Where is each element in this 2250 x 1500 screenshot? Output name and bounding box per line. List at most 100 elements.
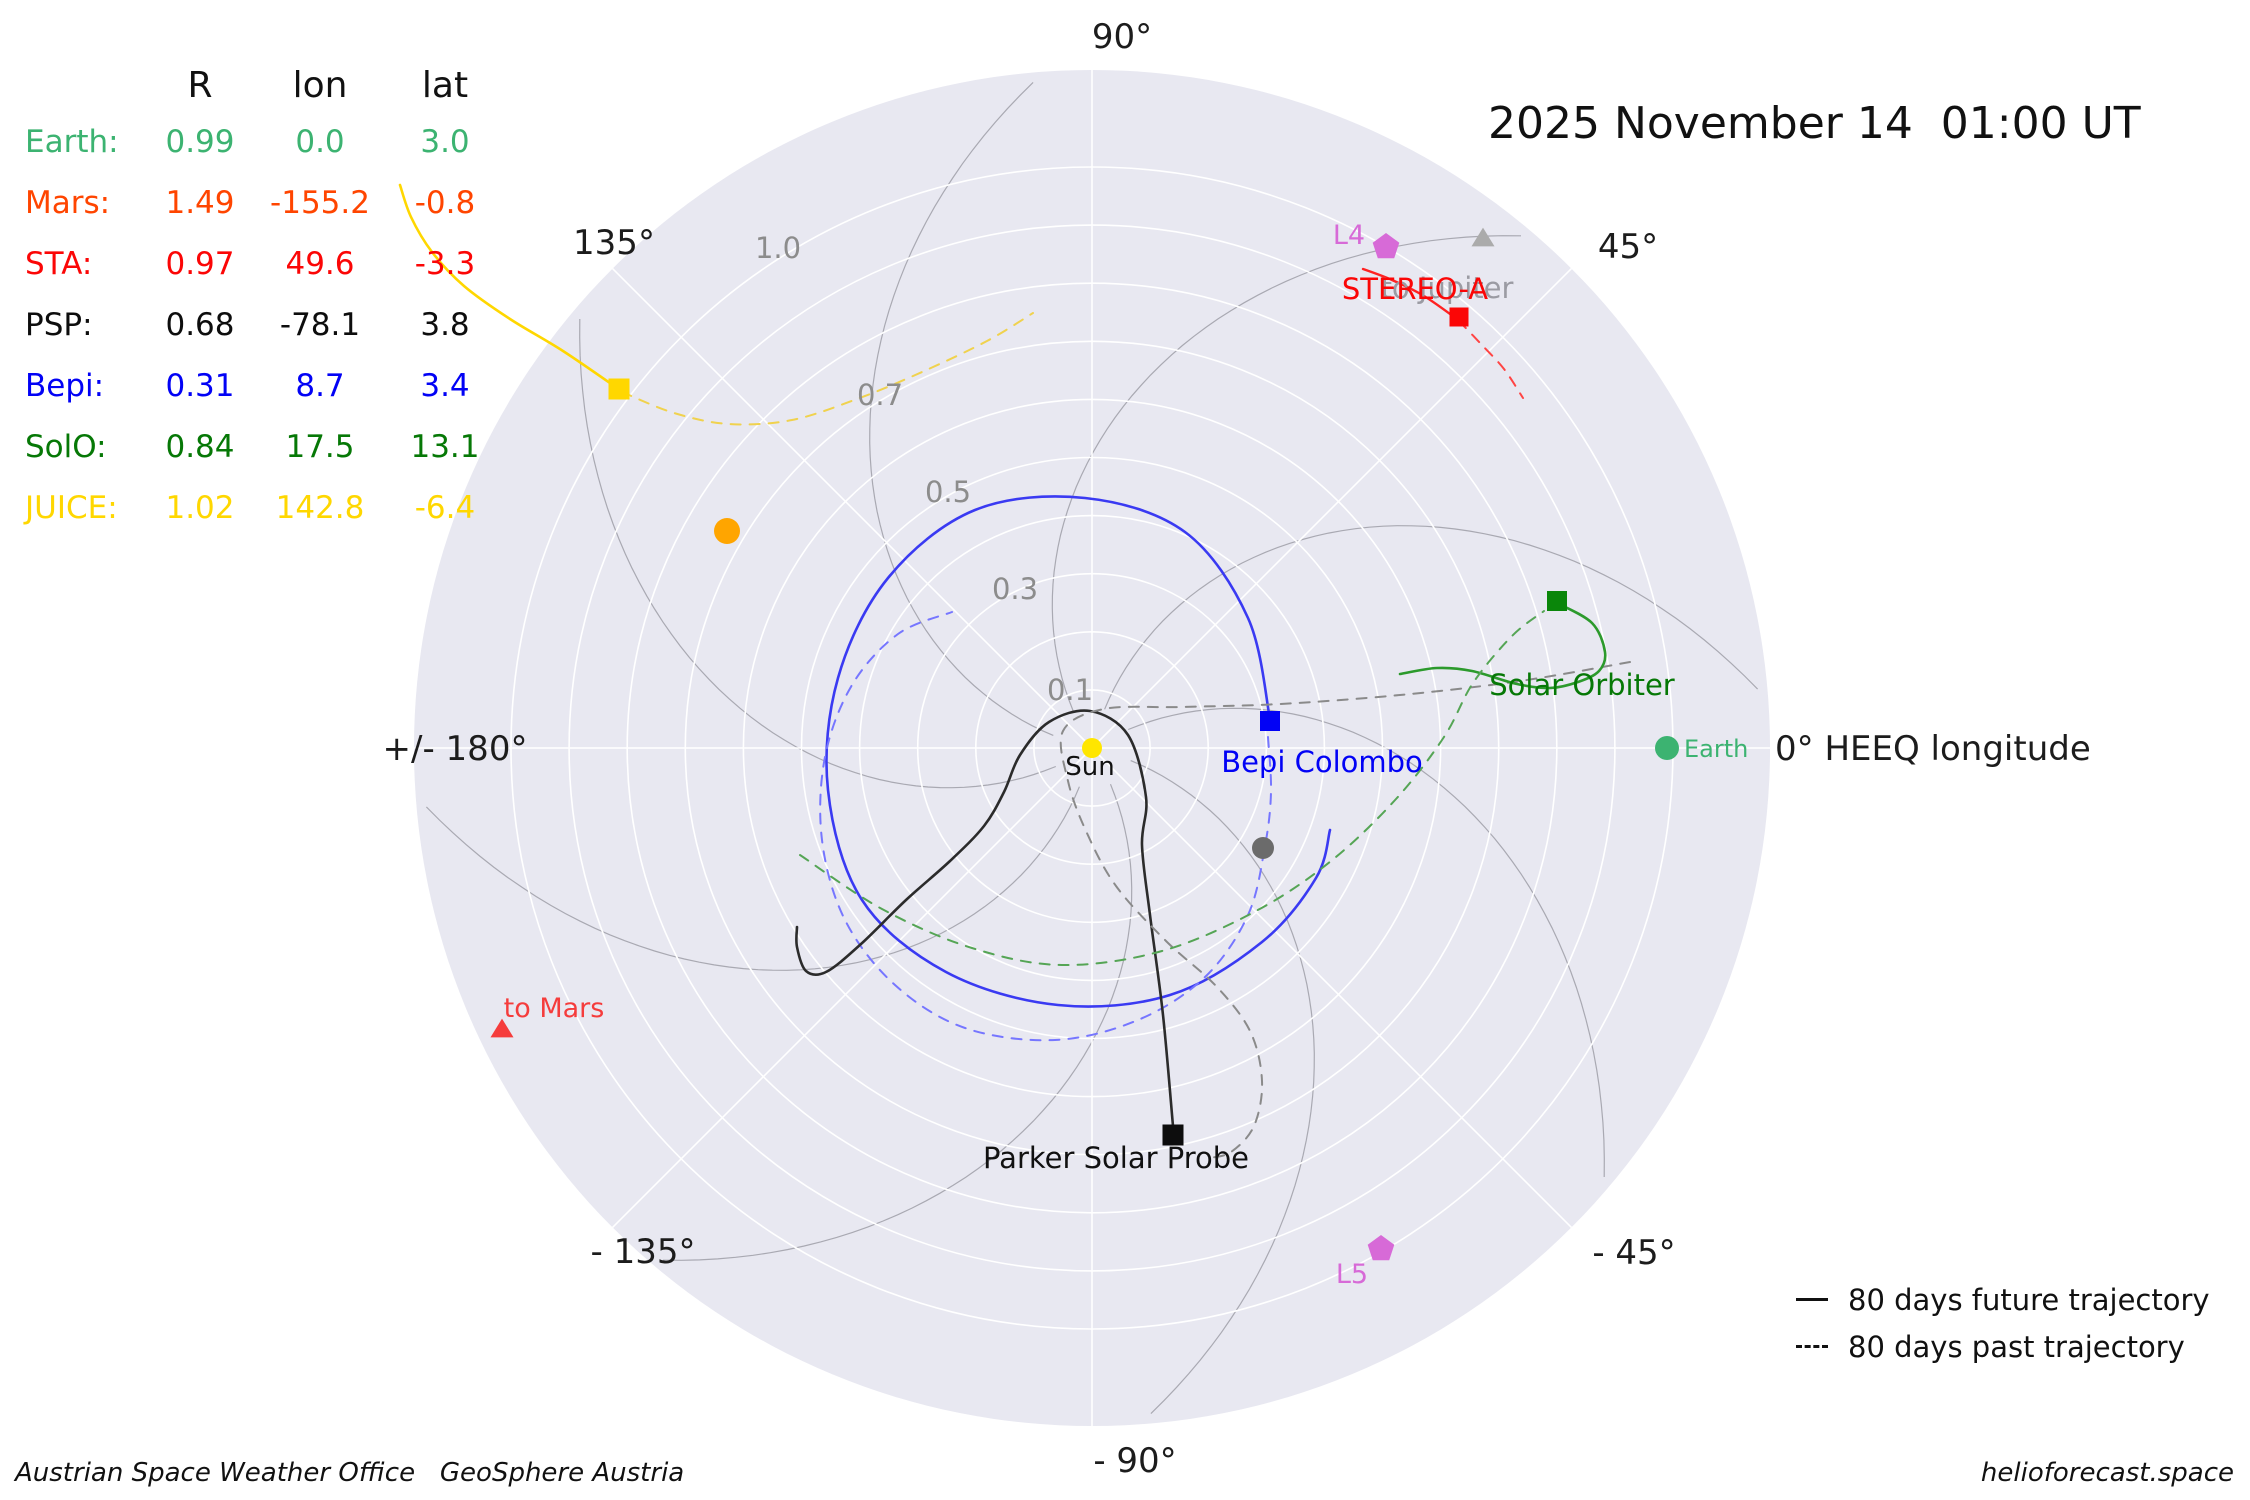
grid-ray <box>1091 267 1573 749</box>
radius-tick-label: 0.1 <box>1047 673 1093 707</box>
psp-past-trajectory <box>1059 661 1631 1159</box>
column-header-lat: lat <box>421 65 469 106</box>
stereo-a-marker <box>1449 307 1469 327</box>
angle-tick-label: - 45° <box>1592 1233 1675 1273</box>
table-row-1-r: 1.49 <box>165 185 235 221</box>
bepi-future-trajectory <box>825 495 1332 1008</box>
trajectory-legend: 80 days future trajectory 80 days past t… <box>1796 1276 2210 1370</box>
table-row-2-lon: 49.6 <box>285 246 355 282</box>
angle-tick-label: - 135° <box>591 1232 696 1272</box>
column-header-r: R <box>187 65 213 106</box>
earth-label: Earth <box>1684 735 1748 763</box>
table-row-1-label: Mars: <box>25 185 111 221</box>
table-row-3-label: PSP: <box>25 307 93 343</box>
column-header-lon: lon <box>292 65 348 106</box>
parker-spiral-line <box>662 783 1133 1261</box>
table-row-4-lat: 3.4 <box>420 368 470 404</box>
radius-tick-label: 0.7 <box>857 378 903 412</box>
radius-tick-label: 1.0 <box>755 231 801 265</box>
bepi-past-trajectory <box>819 611 1273 1042</box>
juice-future-trajectory <box>398 183 622 392</box>
solo-past-trajectory <box>799 610 1545 967</box>
table-corner-cell <box>25 60 145 112</box>
stereo-a-past-trajectory <box>1458 320 1524 399</box>
legend-row-future: 80 days future trajectory <box>1796 1276 2210 1323</box>
psp-label: Parker Solar Probe <box>983 1141 1249 1175</box>
table-row-6-label: JUICE: <box>25 490 118 526</box>
parker-spiral-line <box>1104 525 1759 710</box>
psp-future-trajectory <box>795 709 1175 1128</box>
parker-spiral-line <box>1051 235 1522 713</box>
bepi-label: Bepi Colombo <box>1221 745 1423 779</box>
table-row-0-lat: 3.0 <box>420 124 470 160</box>
table-row-5-label: SolO: <box>25 429 107 465</box>
to-jupiter-marker <box>1471 227 1495 247</box>
legend-row-past: 80 days past trajectory <box>1796 1323 2210 1370</box>
angle-tick-label: - 90° <box>1093 1441 1176 1481</box>
grid-ray <box>1091 747 1573 1229</box>
angle-tick-label: 45° <box>1598 227 1658 267</box>
earth-marker <box>1655 736 1679 760</box>
table-row-6-lon: 142.8 <box>275 490 365 526</box>
table-row-3-lon: -78.1 <box>279 307 361 343</box>
table-row-1-lon: -155.2 <box>270 185 370 221</box>
table-row-1-lat: -0.8 <box>414 185 476 221</box>
table-row-2-label: STA: <box>25 246 93 282</box>
parker-solar-probe-marker <box>1162 1124 1184 1146</box>
parker-spiral-line <box>1127 707 1605 1178</box>
to-mars-marker <box>490 1018 514 1038</box>
timestamp-label: 2025 November 14 01:00 UT <box>1488 98 2141 149</box>
table-row-3-r: 0.68 <box>165 307 235 343</box>
sun-marker <box>1082 738 1102 758</box>
to-jupiter-label: to Jupiter <box>1381 271 1514 305</box>
parker-spiral-line <box>425 786 1080 971</box>
table-row-2-lat: -3.3 <box>414 246 476 282</box>
l5-point-marker <box>1367 1235 1395 1261</box>
table-row-3-lat: 3.8 <box>420 307 470 343</box>
bepi-colombo-marker <box>1260 711 1280 731</box>
table-row-5-lon: 17.5 <box>285 429 355 465</box>
ephemeris-table: R lon lat Earth: 0.99 0.0 3.0 Mars: 1.49 -155.… <box>25 60 505 539</box>
stereo-a-future-trajectory <box>1361 267 1459 321</box>
grid-ray <box>611 267 1093 749</box>
juice-past-trajectory <box>621 312 1034 426</box>
angle-tick-label: 90° <box>1092 17 1152 57</box>
mercury-marker <box>1252 837 1274 859</box>
angle-tick-label: 135° <box>573 223 655 263</box>
legend-past-label: 80 days past trajectory <box>1848 1329 2185 1364</box>
parker-spiral-line <box>869 81 1054 736</box>
table-row-4-label: Bepi: <box>25 368 105 404</box>
venus-marker <box>714 518 740 544</box>
table-row-4-r: 0.31 <box>165 368 235 404</box>
grid-ray <box>611 747 1093 1229</box>
legend-future-label: 80 days future trajectory <box>1848 1282 2210 1317</box>
table-row-0-r: 0.99 <box>165 124 235 160</box>
table-row-2-r: 0.97 <box>165 246 235 282</box>
table-row-0-lon: 0.0 <box>295 124 345 160</box>
parker-spiral-line <box>579 318 1057 789</box>
organization-credit: Austrian Space Weather Office GeoSphere … <box>15 1458 685 1488</box>
to-mars-label: to Mars <box>504 993 605 1024</box>
solar-orbiter-marker <box>1547 591 1567 611</box>
angle-tick-label: 0° HEEQ longitude <box>1775 729 2091 769</box>
table-row-6-r: 1.02 <box>165 490 235 526</box>
radius-tick-label: 0.3 <box>992 572 1038 606</box>
stereo-a-label: STEREO-A <box>1342 272 1488 306</box>
table-row-5-r: 0.84 <box>165 429 235 465</box>
sun-label: Sun <box>1065 752 1114 782</box>
radius-tick-label: 0.5 <box>925 475 971 509</box>
angle-tick-label: +/- 180° <box>383 729 528 769</box>
table-row-0-label: Earth: <box>25 124 119 160</box>
l5-label: L5 <box>1336 1259 1368 1290</box>
dashed-line-swatch <box>1796 1345 1828 1348</box>
parker-spiral-line <box>1130 760 1315 1415</box>
solo-future-trajectory <box>1398 601 1607 690</box>
solo-label: Solar Orbiter <box>1489 668 1675 702</box>
table-row-6-lat: -6.4 <box>414 490 476 526</box>
table-row-4-lon: 8.7 <box>295 368 345 404</box>
solid-line-swatch <box>1796 1298 1828 1301</box>
juice-marker <box>608 378 630 400</box>
l4-point-marker <box>1372 233 1400 259</box>
